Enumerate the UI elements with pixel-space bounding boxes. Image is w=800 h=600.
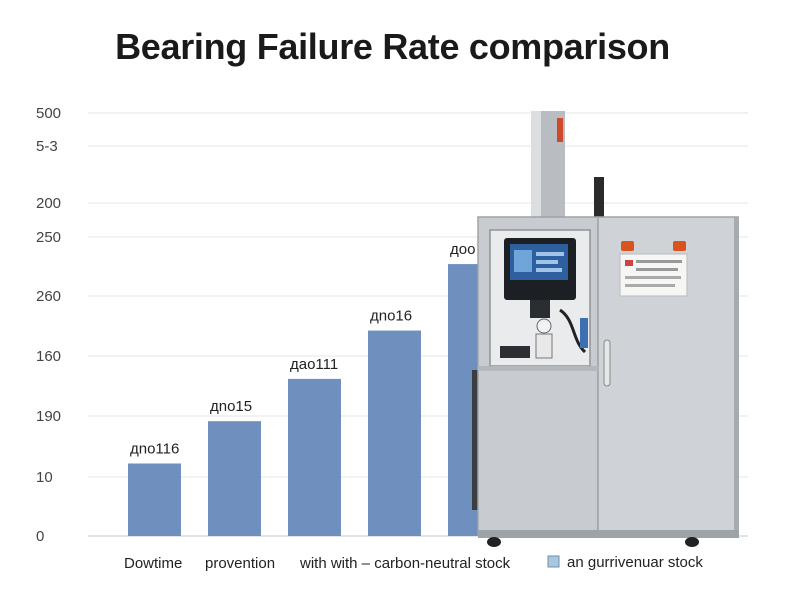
monitor-screen-panel	[514, 250, 532, 272]
cabinet-handle	[603, 339, 611, 387]
bar-data-label: дao111	[290, 356, 338, 373]
bar	[368, 330, 421, 536]
y-axis-ticks: 0 10 190 160 260 250 200 5-3 500	[36, 105, 61, 545]
bar-data-label: дno116	[130, 440, 179, 457]
cabinet-image	[472, 111, 739, 547]
indicator-light	[673, 241, 686, 251]
cabinet-edge	[734, 217, 739, 535]
data-labels: дno116 дno15 дao111 дno16 дoo	[130, 241, 475, 457]
y-tick-label: 5-3	[36, 138, 58, 155]
y-tick-label: 190	[36, 408, 61, 425]
y-tick-label: 500	[36, 105, 61, 122]
bar	[208, 421, 261, 536]
legend-swatch	[547, 555, 560, 568]
x-category-label: provention	[205, 555, 275, 572]
sensor-body	[535, 333, 553, 359]
monitor-stand	[530, 300, 550, 318]
cabinet-foot	[685, 537, 699, 547]
sensor-part	[536, 318, 552, 334]
cabinet-blue-part	[580, 318, 588, 348]
cabinet-shelf	[478, 366, 598, 371]
y-tick-label: 260	[36, 288, 61, 305]
indicator-light	[621, 241, 634, 251]
cabinet-pipe-highlight	[531, 111, 541, 219]
cabinet-pipe-tag	[557, 118, 563, 142]
sticker-line	[625, 276, 681, 279]
x-category-label: Dowtime	[124, 555, 182, 572]
monitor-screen-line	[536, 252, 564, 256]
x-category-label: with with – carbon-neutral stock	[299, 555, 511, 572]
y-tick-label: 160	[36, 348, 61, 365]
cabinet-cable	[559, 308, 587, 354]
bar-data-label: дno15	[210, 398, 252, 415]
cabinet-component	[500, 346, 530, 358]
bar	[128, 463, 181, 536]
cabinet-foot	[487, 537, 501, 547]
sticker-line	[636, 260, 682, 263]
bar-data-label: дno16	[370, 308, 412, 325]
legend: an gurrivenuar stock	[547, 554, 703, 571]
chart-title: Bearing Failure Rate comparison	[115, 26, 670, 67]
bar-data-label: дoo	[450, 241, 475, 258]
sticker-line	[625, 284, 675, 287]
y-tick-label: 200	[36, 195, 61, 212]
cabinet-antenna	[594, 177, 604, 219]
x-axis-categories: Dowtime provention with with – carbon-neut…	[124, 555, 511, 572]
monitor-screen-line	[536, 268, 562, 272]
y-tick-label: 0	[36, 528, 44, 545]
monitor-screen-line	[536, 260, 558, 264]
y-tick-label: 10	[36, 469, 53, 486]
y-tick-label: 250	[36, 229, 61, 246]
cabinet-base	[478, 530, 739, 538]
bars	[128, 264, 501, 536]
bar	[288, 378, 341, 536]
legend-entry: an gurrivenuar stock	[567, 554, 703, 571]
sticker-mark	[625, 260, 633, 266]
cabinet-side-shadow	[472, 370, 480, 510]
sticker-line	[636, 268, 678, 271]
